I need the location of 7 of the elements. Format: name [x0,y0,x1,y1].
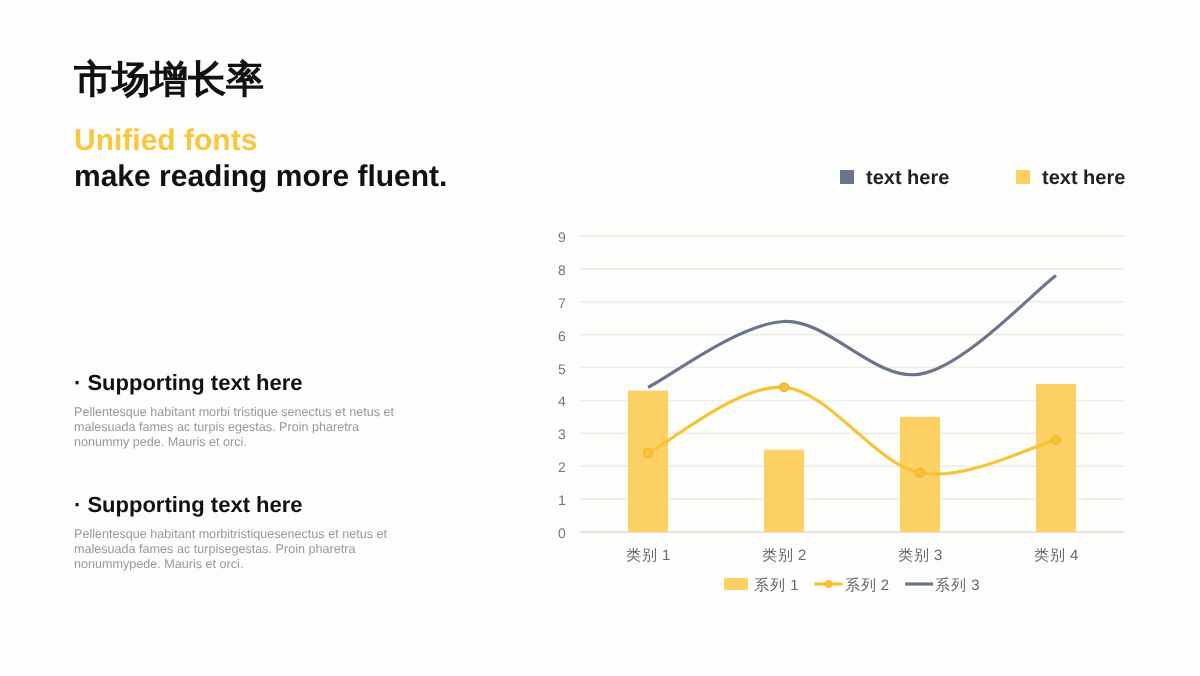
text: make reading more fluent. [74,160,448,194]
text: · Supporting text here [74,372,303,396]
subtitle: Unified fonts [74,124,258,158]
text: text here [866,168,951,190]
text: · Supporting text here [74,494,303,518]
text: text here [1042,168,1127,190]
title: 市场增长率 [74,60,264,102]
